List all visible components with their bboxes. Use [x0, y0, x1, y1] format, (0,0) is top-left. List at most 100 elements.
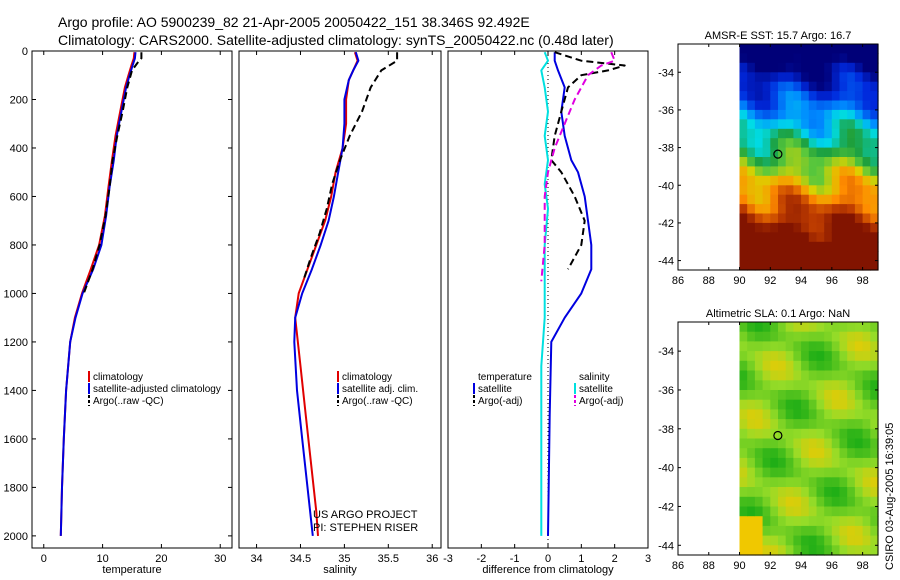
heatmap-cell — [785, 399, 794, 410]
heatmap-cell — [808, 496, 818, 508]
heatmap-cell — [839, 322, 848, 333]
heatmap-cell — [747, 204, 756, 215]
y-tick-label: -38 — [658, 424, 674, 436]
heatmap-cell — [801, 232, 810, 243]
heatmap-cell — [862, 138, 871, 149]
heatmap-cell — [778, 138, 787, 149]
heatmap-cell — [847, 390, 856, 401]
heatmap-cell — [801, 331, 810, 342]
heatmap-cell — [824, 109, 833, 120]
heatmap-cell — [754, 251, 764, 262]
heatmap-cell — [793, 535, 802, 546]
heatmap-cell — [854, 166, 864, 177]
heatmap-cell — [747, 370, 756, 381]
heatmap-cell — [739, 185, 748, 196]
heatmap-cell — [831, 322, 841, 333]
heatmap-cell — [839, 53, 848, 64]
side-label: CSIRO 03-Aug-2005 16:39:05 — [884, 423, 896, 570]
heatmap-cell — [816, 506, 825, 517]
heatmap-cell — [762, 399, 771, 410]
heatmap-cell — [808, 251, 818, 262]
heatmap-cell — [854, 467, 864, 478]
heatmap-cell — [839, 457, 848, 469]
heatmap-cell — [801, 72, 810, 83]
heatmap-cell — [808, 506, 818, 517]
heatmap-cell — [824, 331, 833, 342]
heatmap-cell — [785, 138, 794, 149]
heatmap-cell — [847, 545, 856, 556]
heatmap-cell — [847, 380, 856, 391]
series-line-0 — [59, 52, 136, 536]
heatmap-cell — [847, 496, 856, 508]
y-tick-label: 400 — [10, 143, 28, 155]
heatmap-cell — [862, 100, 871, 111]
heatmap-cell — [839, 516, 848, 527]
heatmap-cell — [808, 428, 818, 440]
heatmap-cell — [793, 419, 802, 430]
heatmap-cell — [816, 380, 825, 391]
heatmap-cell — [785, 147, 794, 158]
heatmap-cell — [762, 516, 771, 527]
heatmap-cell — [739, 545, 748, 556]
heatmap-cell — [808, 399, 818, 410]
heatmap-cell — [747, 185, 756, 196]
heatmap-cell — [808, 204, 818, 215]
heatmap-cell — [862, 409, 871, 420]
heatmap-cell — [801, 457, 810, 469]
heatmap-cell — [747, 467, 756, 478]
heatmap-cell — [770, 370, 779, 381]
heatmap-cell — [801, 341, 810, 352]
x-tick-label: 36 — [426, 553, 438, 565]
heatmap-cell — [770, 109, 779, 120]
heatmap-cell — [831, 428, 841, 440]
heatmap-cell — [778, 409, 787, 420]
heatmap-cell — [793, 351, 802, 362]
heatmap-cell — [754, 322, 764, 333]
heatmap-cell — [739, 222, 748, 233]
heatmap-cell — [778, 525, 787, 537]
heatmap-cell — [831, 194, 841, 205]
heatmap-cell — [824, 545, 833, 556]
heatmap-cell — [785, 72, 794, 83]
heatmap-cell — [793, 241, 802, 252]
heatmap-cell — [854, 175, 864, 186]
heatmap-cell — [770, 380, 779, 391]
heatmap-cell — [831, 260, 841, 271]
heatmap-cell — [808, 213, 818, 224]
heatmap-cell — [785, 370, 794, 381]
heatmap-cell — [785, 81, 794, 92]
legend-label: Argo(..raw -QC) — [342, 396, 413, 407]
heatmap-cell — [801, 380, 810, 391]
heatmap-cell — [854, 545, 864, 556]
heatmap-cell — [808, 222, 818, 233]
heatmap-cell — [831, 44, 841, 54]
x-tick-label: 30 — [214, 553, 226, 565]
legend-label: satellite-adjusted climatology — [93, 384, 221, 395]
heatmap-cell — [847, 213, 856, 224]
heatmap-cell — [816, 516, 825, 527]
heatmap-cell — [847, 409, 856, 420]
series-line-1 — [293, 51, 360, 537]
heatmap-cell — [816, 53, 825, 64]
heatmap-cell — [816, 109, 825, 120]
heatmap-cell — [739, 194, 748, 205]
heatmap-cell — [870, 390, 879, 401]
heatmap-cell — [862, 251, 871, 262]
heatmap-cell — [801, 438, 810, 449]
legend-label: climatology — [342, 372, 392, 383]
heatmap-cell — [762, 204, 771, 215]
heatmap-cell — [816, 496, 825, 508]
heatmap-cell — [778, 331, 787, 342]
heatmap-cell — [854, 128, 864, 139]
difference-panel: -3 -2 -1 0 1 2 3 difference from climatology tem… — [443, 50, 651, 576]
heatmap-cell — [839, 251, 848, 262]
heatmap-cell — [854, 390, 864, 401]
heatmap-cell — [854, 147, 864, 158]
heatmap-cell — [785, 194, 794, 205]
series-line-1 — [550, 51, 626, 270]
y-tick-label: -42 — [658, 501, 674, 513]
heatmap-cell — [816, 535, 825, 546]
y-tick-label: 1000 — [4, 288, 28, 300]
heatmap-cell — [754, 260, 764, 271]
heatmap-cell — [870, 81, 879, 92]
